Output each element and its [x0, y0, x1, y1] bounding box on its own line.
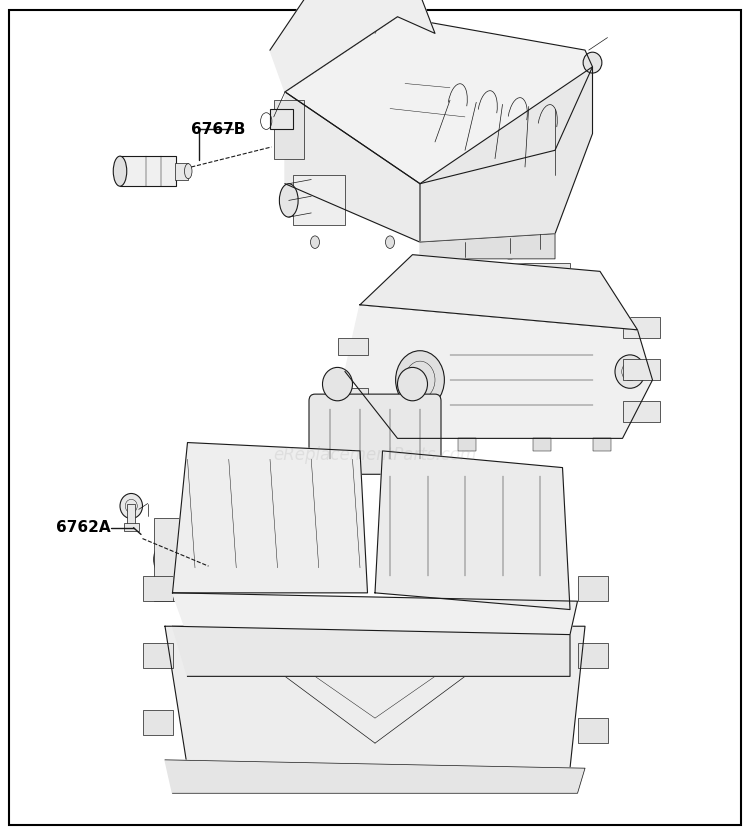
- Text: eReplacementParts.com: eReplacementParts.com: [273, 446, 477, 464]
- Ellipse shape: [154, 541, 184, 578]
- Bar: [154, 518, 184, 601]
- Bar: [578, 718, 608, 743]
- Polygon shape: [172, 443, 368, 593]
- Ellipse shape: [333, 772, 351, 790]
- Ellipse shape: [399, 772, 418, 790]
- Polygon shape: [420, 67, 592, 242]
- Bar: [142, 643, 172, 668]
- Bar: [142, 576, 172, 601]
- Bar: [338, 338, 368, 355]
- Text: 6767B: 6767B: [191, 122, 246, 137]
- Bar: [128, 504, 135, 524]
- Ellipse shape: [184, 164, 192, 179]
- Ellipse shape: [322, 367, 352, 401]
- Polygon shape: [345, 305, 652, 438]
- Polygon shape: [285, 17, 592, 184]
- Bar: [270, 109, 292, 129]
- Ellipse shape: [267, 772, 285, 790]
- Bar: [458, 263, 570, 305]
- Bar: [532, 438, 551, 451]
- Bar: [175, 163, 188, 180]
- Polygon shape: [420, 234, 555, 259]
- Bar: [382, 438, 401, 451]
- Polygon shape: [360, 255, 638, 330]
- Bar: [622, 317, 660, 338]
- Bar: [120, 156, 176, 186]
- Polygon shape: [285, 92, 420, 242]
- Bar: [578, 576, 608, 601]
- Bar: [274, 100, 304, 159]
- Text: 6762A: 6762A: [56, 520, 111, 535]
- Ellipse shape: [386, 235, 394, 249]
- Bar: [124, 523, 139, 531]
- Bar: [592, 438, 611, 451]
- Polygon shape: [375, 451, 570, 610]
- Polygon shape: [270, 0, 435, 92]
- Ellipse shape: [201, 772, 220, 790]
- Bar: [292, 175, 345, 225]
- Ellipse shape: [464, 772, 483, 790]
- Ellipse shape: [310, 235, 320, 249]
- Polygon shape: [165, 626, 585, 768]
- Ellipse shape: [531, 772, 549, 790]
- Ellipse shape: [279, 184, 298, 217]
- Ellipse shape: [396, 351, 444, 409]
- Bar: [458, 438, 476, 451]
- Ellipse shape: [584, 52, 602, 73]
- Bar: [622, 401, 660, 422]
- Bar: [142, 710, 172, 735]
- Bar: [322, 610, 428, 668]
- Polygon shape: [172, 626, 570, 676]
- Bar: [338, 388, 368, 405]
- Polygon shape: [172, 593, 578, 635]
- Bar: [338, 626, 412, 660]
- Bar: [578, 643, 608, 668]
- Ellipse shape: [398, 367, 427, 401]
- Ellipse shape: [120, 493, 142, 519]
- Bar: [622, 359, 660, 380]
- Ellipse shape: [615, 355, 645, 388]
- Polygon shape: [165, 760, 585, 793]
- Ellipse shape: [113, 156, 127, 186]
- FancyBboxPatch shape: [309, 394, 441, 474]
